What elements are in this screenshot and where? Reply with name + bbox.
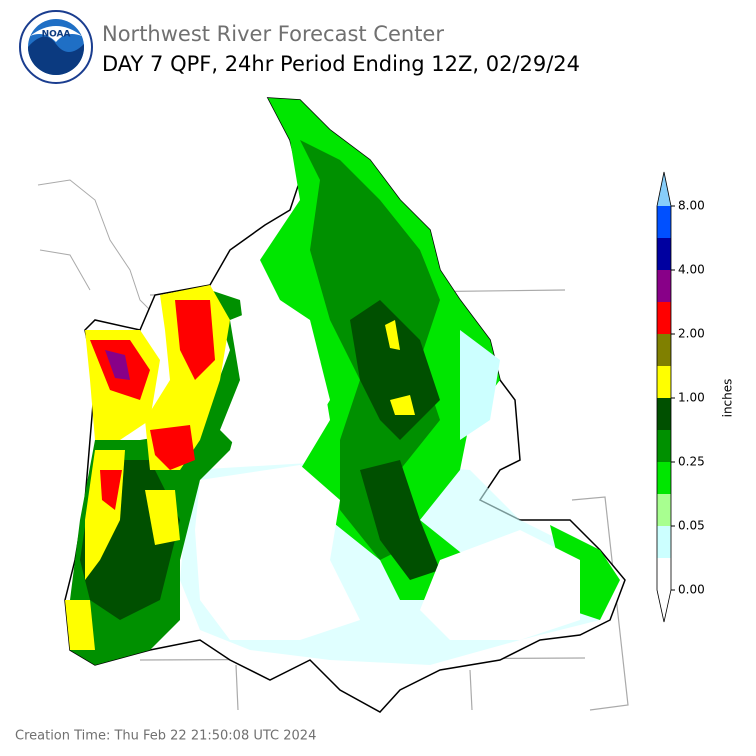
colorbar-segment: [657, 494, 671, 526]
colorbar-segment: [657, 206, 671, 238]
colorbar-tick-label: 2.00: [678, 327, 705, 341]
colorbar-tick-label: 4.00: [678, 263, 705, 277]
colorbar-under: [657, 590, 671, 622]
creation-time: Creation Time: Thu Feb 22 21:50:08 UTC 2…: [15, 729, 316, 744]
colorbar-segment: [657, 334, 671, 366]
colorbar-segment: [657, 366, 671, 398]
map: [37, 97, 629, 713]
colorbar-label: inches: [721, 379, 735, 418]
colorbar-over: [657, 172, 671, 206]
colorbar-tick-label: 0.00: [678, 583, 705, 597]
logo-text: NOAA: [42, 30, 71, 40]
colorbar-segment: [657, 302, 671, 334]
colorbar: inches 0.00 0.05 0.25 1.00 2.00 4.00 8.00: [656, 171, 735, 623]
colorbar-tick-label: 8.00: [678, 199, 705, 213]
agency-title: Northwest River Forecast Center: [102, 22, 444, 46]
colorbar-segment: [657, 238, 671, 270]
colorbar-segment: [657, 270, 671, 302]
colorbar-tick-label: 0.05: [678, 519, 705, 533]
colorbar-tick-label: 0.25: [678, 455, 705, 469]
map-title: DAY 7 QPF, 24hr Period Ending 12Z, 02/29…: [102, 52, 580, 76]
colorbar-segment: [657, 430, 671, 462]
colorbar-segment: [657, 398, 671, 430]
colorbar-segment: [657, 526, 671, 558]
noaa-logo: NOAA: [19, 10, 93, 84]
colorbar-segment: [657, 462, 671, 494]
colorbar-segment: [657, 558, 671, 590]
colorbar-tick-label: 1.00: [678, 391, 705, 405]
